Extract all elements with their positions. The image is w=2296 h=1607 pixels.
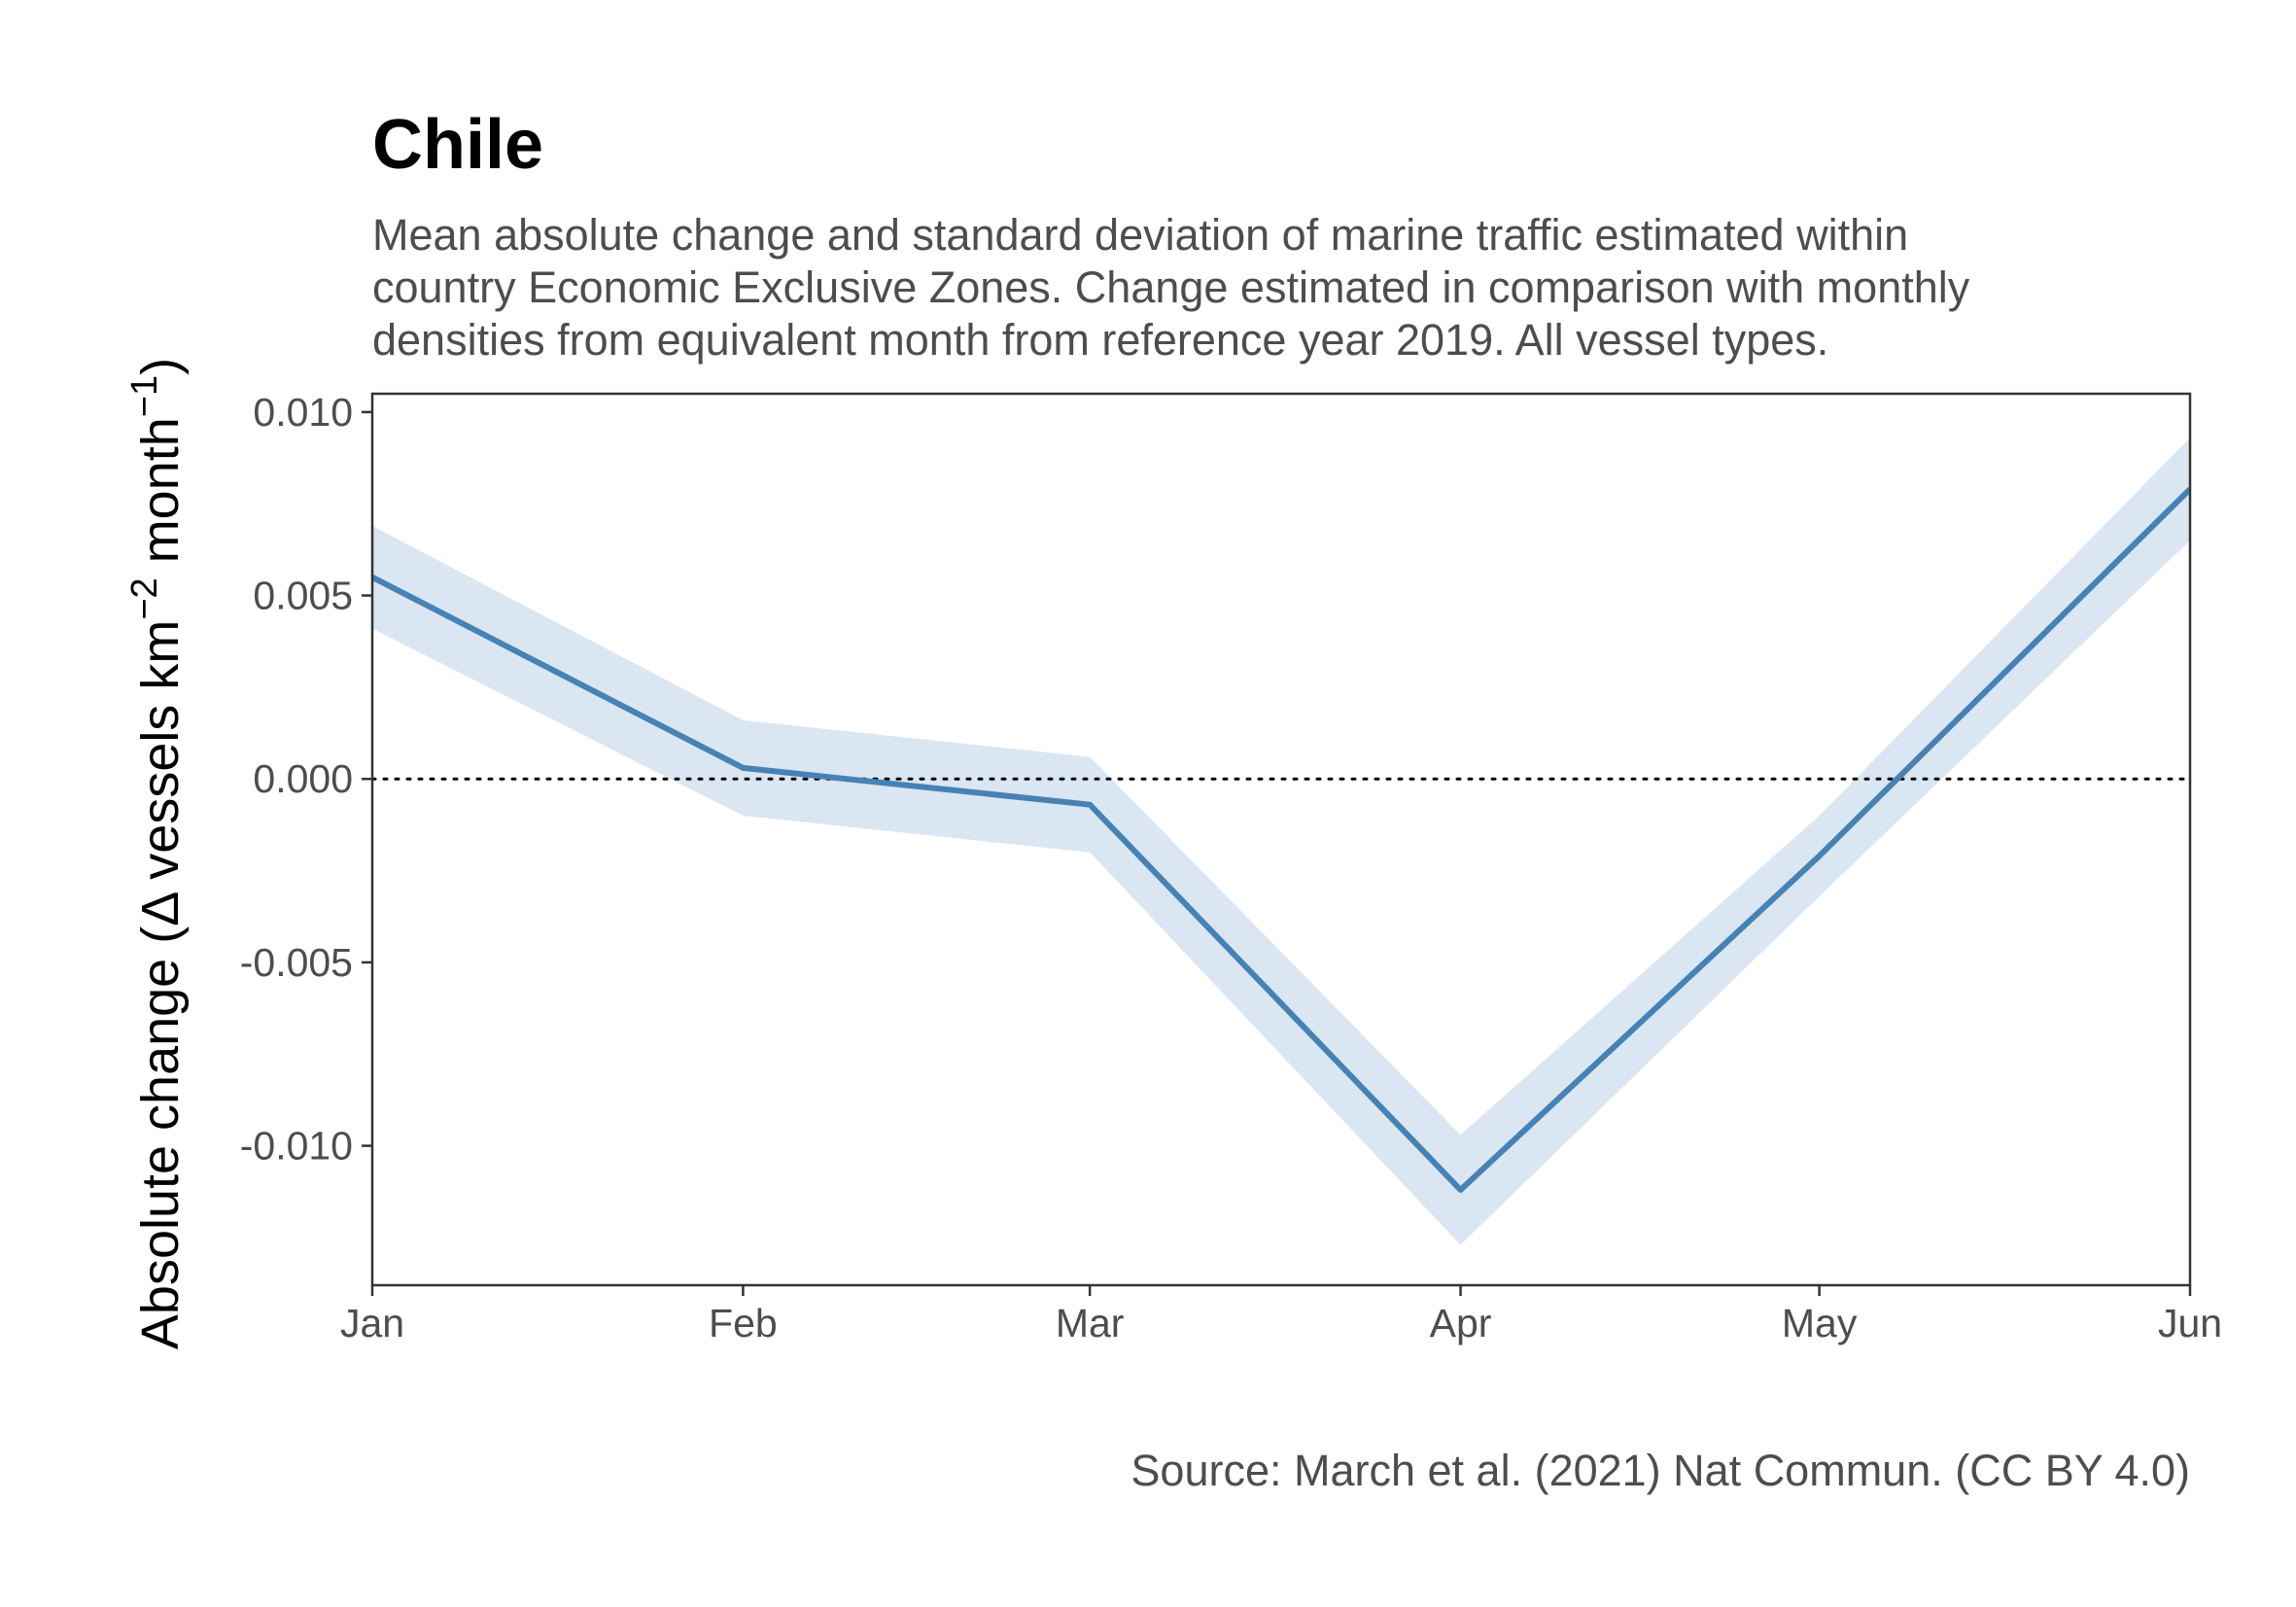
y-axis-label-prefix: Absolute change ( bbox=[131, 926, 190, 1349]
chart-subtitle: Mean absolute change and standard deviat… bbox=[372, 210, 1982, 365]
plot-panel-border bbox=[370, 392, 2192, 1287]
sd-ribbon bbox=[372, 437, 2190, 1245]
chart-subtitle-line-2: country Economic Exclusive Zones. Change… bbox=[372, 262, 1970, 312]
plot-area bbox=[370, 392, 2192, 1287]
y-tick-label: 0.000 bbox=[253, 756, 353, 801]
y-axis-label-suffix: ) bbox=[131, 358, 190, 375]
x-tick-label: Mar bbox=[1056, 1301, 1125, 1345]
x-tick-label: Apr bbox=[1430, 1301, 1492, 1345]
x-axis: Jan Feb Mar Apr May Jun bbox=[340, 1285, 2222, 1345]
y-axis-label-sup-a: −2 bbox=[124, 577, 165, 619]
chart-caption: Source: March et al. (2021) Nat Commun. … bbox=[1131, 1446, 2190, 1495]
x-tick-label: May bbox=[1782, 1301, 1858, 1345]
chart-subtitle-line-1: Mean absolute change and standard deviat… bbox=[372, 210, 1908, 260]
y-tick-label: 0.005 bbox=[253, 574, 353, 618]
x-tick-label: Jun bbox=[2158, 1301, 2222, 1345]
y-axis-label-delta: Δ bbox=[131, 892, 190, 926]
x-tick-label: Jan bbox=[340, 1301, 404, 1345]
y-tick-label: 0.010 bbox=[253, 390, 353, 435]
y-axis-label-units-a: vessels km bbox=[131, 620, 190, 894]
y-tick-label: -0.005 bbox=[240, 940, 353, 985]
y-tick-label: -0.010 bbox=[240, 1124, 353, 1169]
y-axis: 0.010 0.005 0.000 -0.005 -0.010 bbox=[240, 390, 372, 1169]
chart-subtitle-line-3: densities from equivalent month from ref… bbox=[372, 315, 1828, 365]
chart-title: Chile bbox=[372, 106, 543, 184]
mean-line bbox=[372, 486, 2190, 1193]
y-axis-label-sup-b: −1 bbox=[124, 375, 165, 417]
y-axis-label-units-b: month bbox=[131, 417, 190, 577]
x-tick-label: Feb bbox=[709, 1301, 778, 1345]
y-axis-label: Absolute change (Δ vessels km−2 month−1) bbox=[124, 358, 190, 1349]
plot-panel-content bbox=[372, 437, 2190, 1245]
